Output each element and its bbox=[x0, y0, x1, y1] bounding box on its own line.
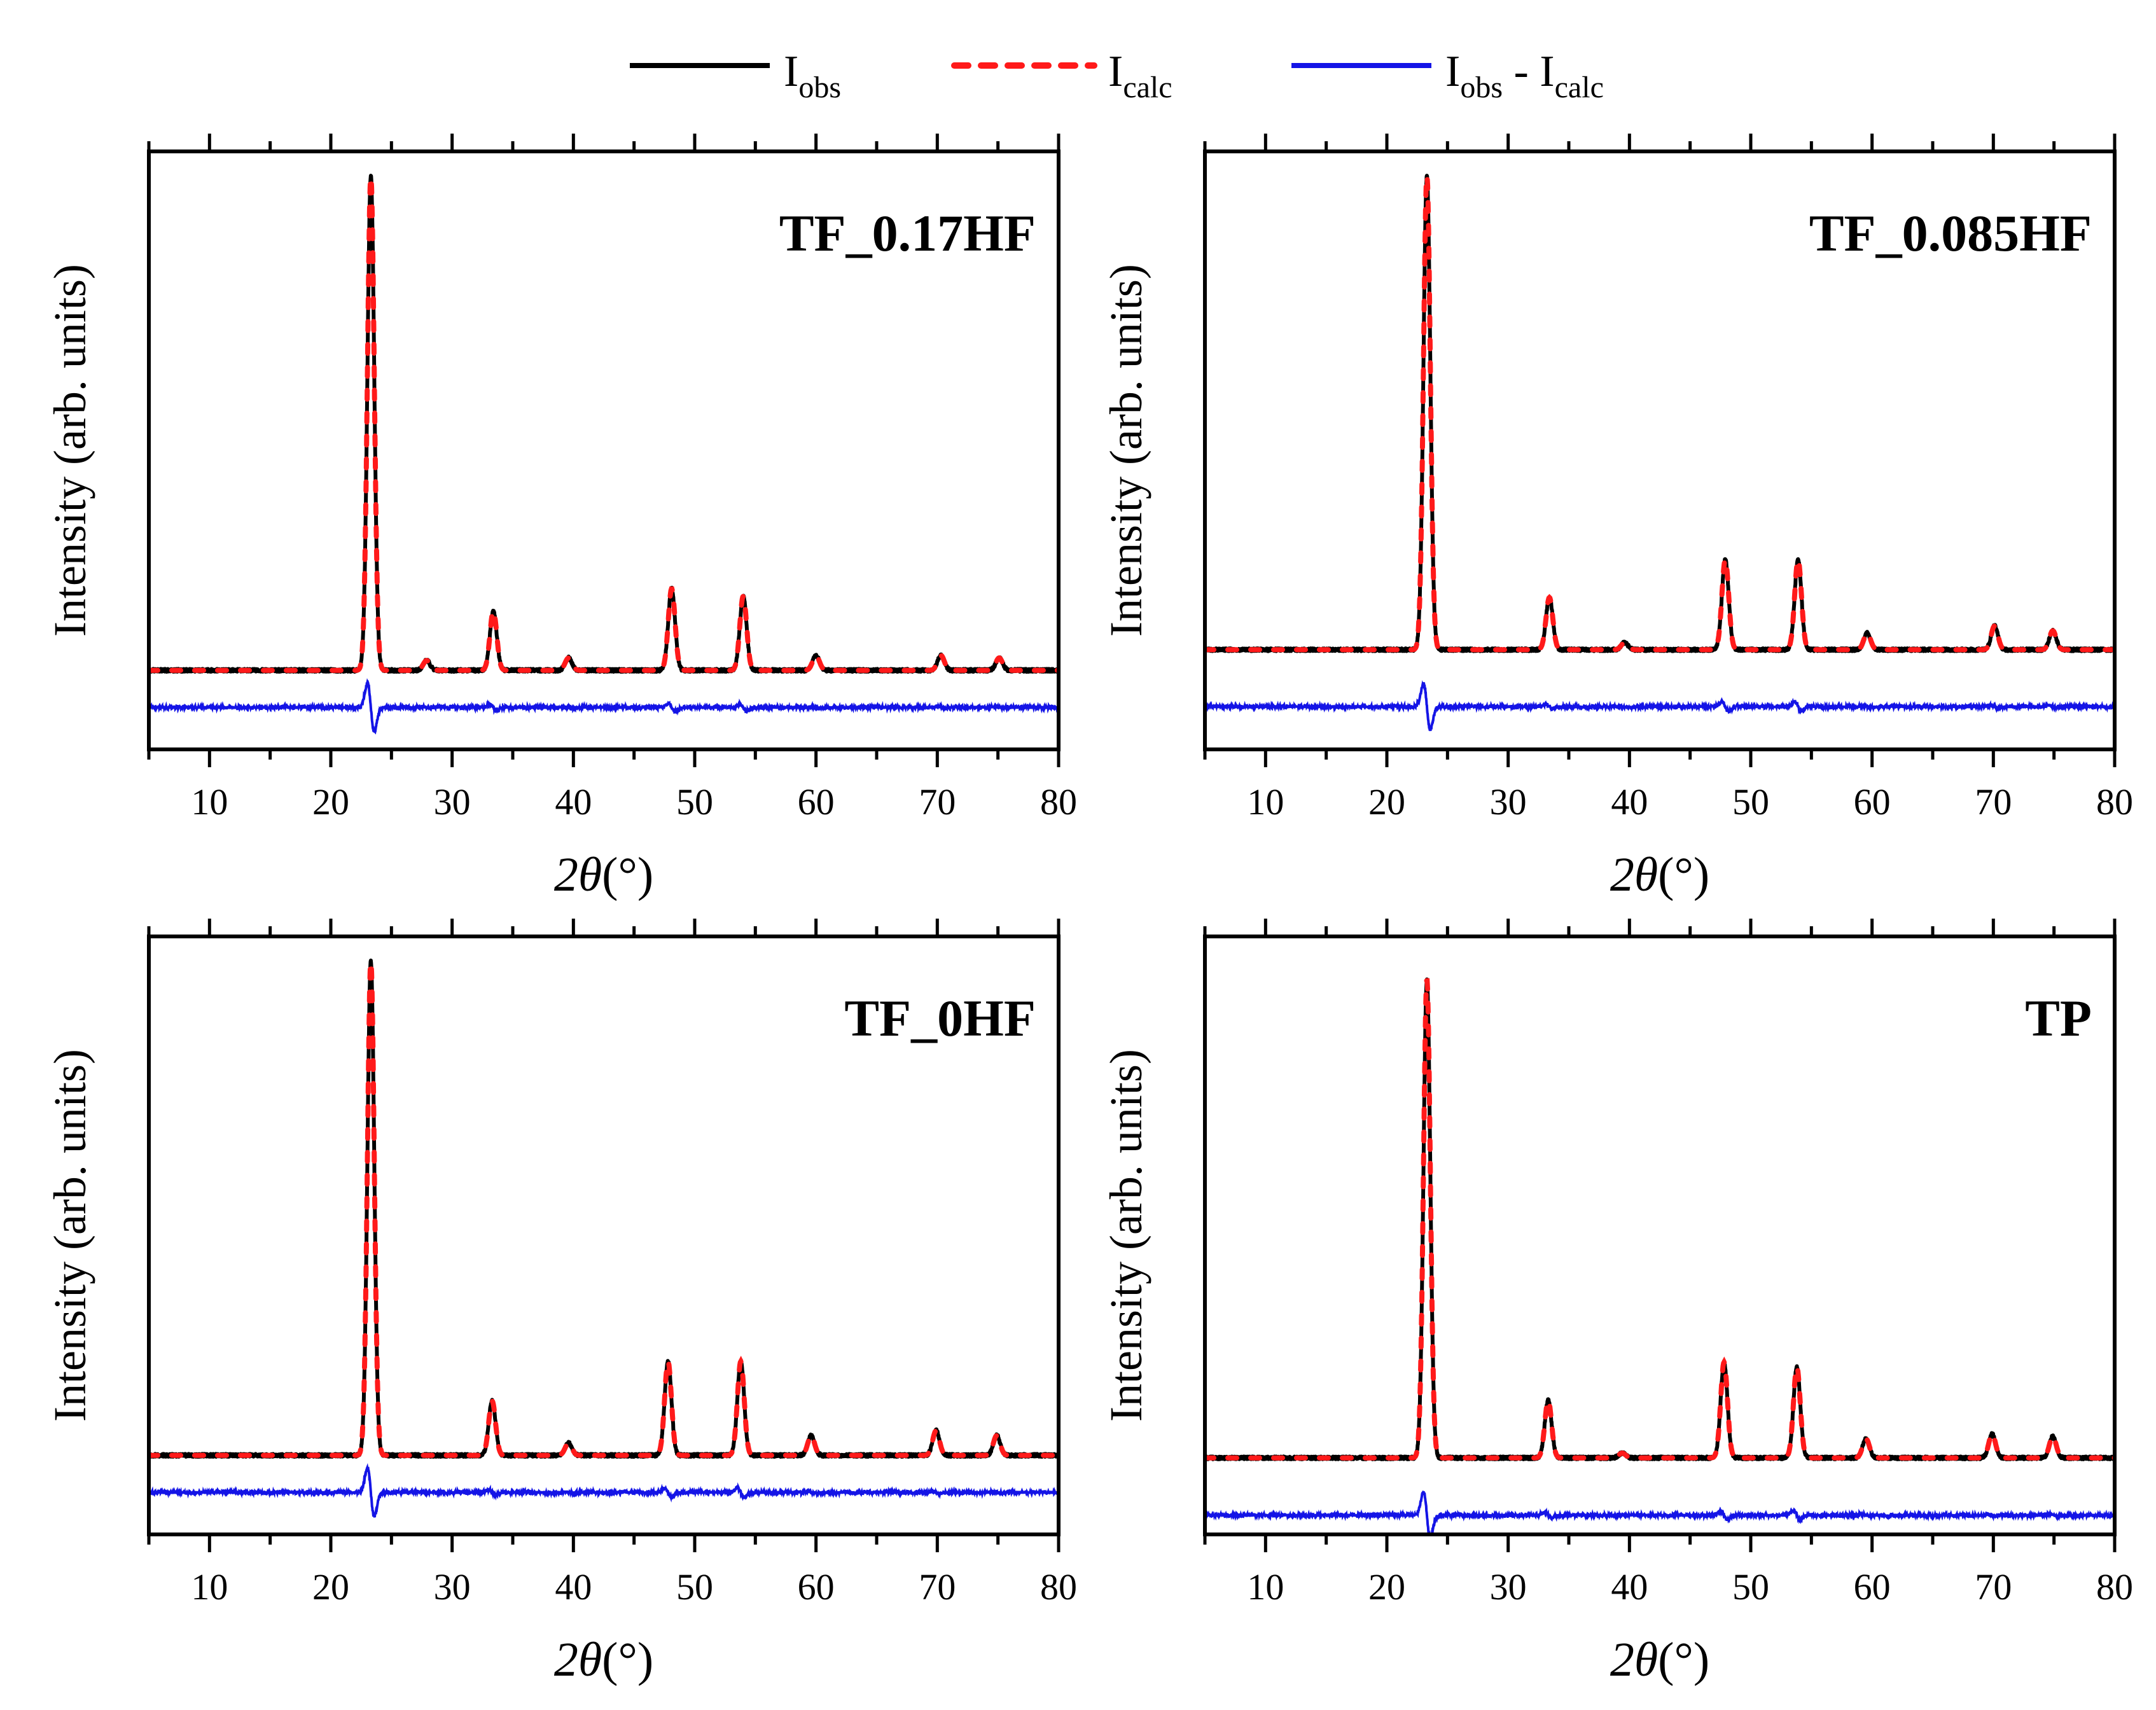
axes-frame-3 bbox=[1203, 935, 2117, 1536]
calc-series-2 bbox=[149, 959, 1059, 1458]
x-tick-label-3-70: 70 bbox=[1975, 1566, 2012, 1608]
x-tick-label-2-30: 30 bbox=[434, 1566, 471, 1608]
legend-label-1: Icalc bbox=[1108, 47, 1172, 104]
axes-frame-0 bbox=[147, 149, 1061, 751]
x-tick-label-1-10: 10 bbox=[1247, 781, 1284, 823]
x-tick-label-2-80: 80 bbox=[1040, 1566, 1077, 1608]
x-tick-label-1-80: 80 bbox=[2096, 781, 2133, 823]
x-tick-label-1-60: 60 bbox=[1854, 781, 1891, 823]
legend-label-0: Iobs bbox=[784, 47, 841, 104]
diff-series-3 bbox=[1205, 1490, 2115, 1534]
legend: Iobs Icalc Iobs - Icalc bbox=[630, 47, 1604, 104]
plot-area-3 bbox=[1205, 977, 2115, 1534]
panel-1: 10 20 30 40 50 60 70 80 2θ(°) Intensity (arb. uni… bbox=[1101, 134, 2133, 901]
x-axis-label-0: 2θ(°) bbox=[554, 848, 653, 901]
x-tick-label-3-50: 50 bbox=[1732, 1566, 1769, 1608]
x-tick-label-1-20: 20 bbox=[1368, 781, 1405, 823]
x-tick-label-0-60: 60 bbox=[798, 781, 835, 823]
y-axis-label-2: Intensity (arb. units) bbox=[45, 1049, 95, 1422]
legend-label-2: Iobs - Icalc bbox=[1445, 47, 1604, 104]
x-tick-label-2-60: 60 bbox=[798, 1566, 835, 1608]
x-tick-label-3-40: 40 bbox=[1611, 1566, 1648, 1608]
obs-series-3 bbox=[1205, 977, 2115, 1461]
x-tick-label-3-20: 20 bbox=[1368, 1566, 1405, 1608]
axes-frame-1 bbox=[1203, 149, 2117, 751]
x-tick-label-2-50: 50 bbox=[676, 1566, 713, 1608]
x-tick-label-0-20: 20 bbox=[312, 781, 349, 823]
x-tick-label-1-50: 50 bbox=[1732, 781, 1769, 823]
y-axis-label-3: Intensity (arb. units) bbox=[1101, 1049, 1151, 1422]
panel-0: 10 20 30 40 50 60 70 80 2θ(°) Intensity (arb. uni… bbox=[45, 134, 1077, 901]
panel-title-2: TF_0HF bbox=[844, 989, 1036, 1047]
x-tick-label-0-30: 30 bbox=[434, 781, 471, 823]
axes-frame-2 bbox=[147, 935, 1061, 1536]
diff-series-0 bbox=[149, 678, 1059, 735]
plot-area-2 bbox=[149, 958, 1059, 1518]
x-tick-label-1-30: 30 bbox=[1490, 781, 1527, 823]
x-tick-label-1-70: 70 bbox=[1975, 781, 2012, 823]
plot-area-0 bbox=[149, 174, 1059, 735]
panel-3: 10 20 30 40 50 60 70 80 2θ(°) Intensity (arb. uni… bbox=[1101, 919, 2133, 1686]
x-tick-label-0-70: 70 bbox=[919, 781, 956, 823]
calc-series-1 bbox=[1205, 174, 2115, 653]
x-tick-label-2-20: 20 bbox=[312, 1566, 349, 1608]
diff-series-2 bbox=[149, 1463, 1059, 1518]
panel-2: 10 20 30 40 50 60 70 80 2θ(°) Intensity (arb. uni… bbox=[45, 919, 1077, 1686]
panels: 10 20 30 40 50 60 70 80 2θ(°) Intensity (arb. uni… bbox=[45, 134, 2133, 1686]
x-tick-label-3-10: 10 bbox=[1247, 1566, 1284, 1608]
x-axis-label-3: 2θ(°) bbox=[1610, 1633, 1709, 1686]
x-tick-label-3-30: 30 bbox=[1490, 1566, 1527, 1608]
x-tick-label-0-80: 80 bbox=[1040, 781, 1077, 823]
x-tick-label-2-10: 10 bbox=[191, 1566, 228, 1608]
x-tick-label-0-10: 10 bbox=[191, 781, 228, 823]
x-tick-label-3-60: 60 bbox=[1854, 1566, 1891, 1608]
calc-series-3 bbox=[1205, 978, 2115, 1461]
x-tick-label-3-80: 80 bbox=[2096, 1566, 2133, 1608]
calc-series-0 bbox=[149, 174, 1059, 673]
y-axis-label-0: Intensity (arb. units) bbox=[45, 264, 95, 637]
y-axis-label-1: Intensity (arb. units) bbox=[1101, 264, 1151, 637]
x-tick-label-1-40: 40 bbox=[1611, 781, 1648, 823]
x-axis-label-1: 2θ(°) bbox=[1610, 848, 1709, 901]
plot-area-1 bbox=[1205, 174, 2115, 732]
x-axis-label-2: 2θ(°) bbox=[554, 1633, 653, 1686]
panel-title-0: TF_0.17HF bbox=[779, 204, 1036, 262]
x-tick-label-2-70: 70 bbox=[919, 1566, 956, 1608]
x-tick-label-0-40: 40 bbox=[555, 781, 592, 823]
panel-title-3: TP bbox=[2025, 989, 2092, 1047]
x-tick-label-0-50: 50 bbox=[676, 781, 713, 823]
panel-title-1: TF_0.085HF bbox=[1809, 204, 2092, 262]
x-tick-label-2-40: 40 bbox=[555, 1566, 592, 1608]
diff-series-1 bbox=[1205, 680, 2115, 732]
